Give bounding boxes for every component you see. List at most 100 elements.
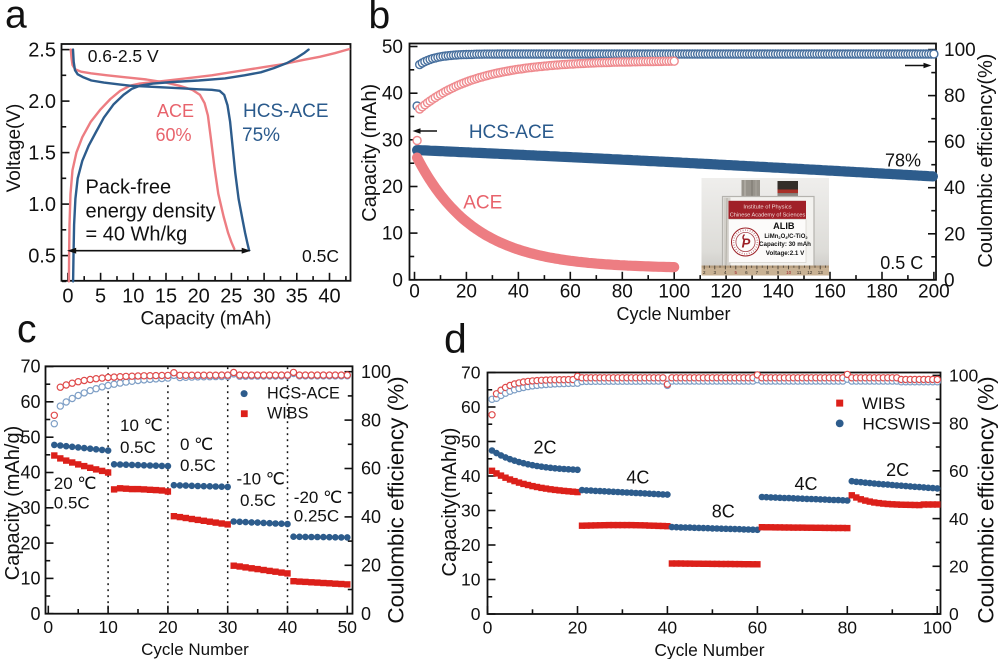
svg-text:6: 6 [745,270,748,275]
svg-text:60%: 60% [156,125,192,145]
svg-text:0.5 C: 0.5 C [880,253,923,273]
svg-text:Capacity: 30 mAh: Capacity: 30 mAh [759,241,811,248]
svg-text:180: 180 [866,282,898,303]
svg-text:12: 12 [807,270,813,275]
svg-text:20: 20 [382,177,403,198]
svg-text:10: 10 [20,569,40,589]
svg-text:8C: 8C [712,502,735,522]
svg-text:a: a [5,0,27,37]
svg-text:20: 20 [361,556,381,576]
svg-text:70: 70 [20,357,40,377]
svg-text:40: 40 [361,507,381,527]
svg-text:0: 0 [409,282,420,303]
svg-text:energy density: energy density [86,201,216,223]
svg-text:30: 30 [218,617,238,637]
svg-text:10 ℃: 10 ℃ [120,416,163,435]
svg-text:ACE: ACE [463,193,502,214]
svg-text:0: 0 [43,617,53,637]
svg-text:-20 ℃: -20 ℃ [294,488,342,507]
svg-text:Coulombic efficiency (%): Coulombic efficiency (%) [384,376,409,623]
svg-text:40: 40 [20,463,40,483]
svg-text:2: 2 [703,270,706,275]
svg-text:0.5C: 0.5C [54,494,90,513]
svg-text:80: 80 [838,618,858,638]
svg-text:100: 100 [944,40,976,61]
svg-text:40: 40 [278,617,298,637]
svg-text:80: 80 [612,282,633,303]
svg-text:ALIB: ALIB [773,221,795,231]
svg-text:50: 50 [20,427,40,447]
svg-text:50: 50 [461,432,481,452]
svg-text:20: 20 [456,282,477,303]
svg-text:10: 10 [382,224,403,245]
svg-text:0.5C: 0.5C [120,438,156,457]
svg-text:5: 5 [95,285,106,307]
svg-text:20: 20 [568,618,588,638]
svg-text:d: d [444,316,467,362]
svg-text:40: 40 [949,509,969,529]
svg-text:9: 9 [777,270,780,275]
svg-text:60: 60 [461,397,481,417]
svg-text:15: 15 [155,285,177,307]
svg-text:80: 80 [949,413,969,433]
svg-text:70: 70 [461,363,481,383]
svg-text:100: 100 [361,362,391,382]
svg-text:40: 40 [508,282,529,303]
svg-text:30: 30 [20,498,40,518]
svg-text:10: 10 [786,270,792,275]
svg-text:c: c [17,308,37,351]
svg-text:HCS-ACE: HCS-ACE [243,101,329,122]
svg-text:0.25C: 0.25C [294,507,339,526]
svg-text:160: 160 [814,282,846,303]
svg-text:80: 80 [361,410,381,430]
svg-text:25: 25 [220,285,242,307]
svg-text:0: 0 [944,270,955,291]
svg-text:2C: 2C [886,460,909,480]
svg-text:80: 80 [944,86,965,107]
svg-text:HCS-ACE: HCS-ACE [469,122,555,143]
svg-text:50: 50 [382,37,403,58]
svg-text:20: 20 [944,224,965,245]
svg-text:60: 60 [944,132,965,153]
svg-text:120: 120 [710,282,742,303]
svg-text:140: 140 [762,282,794,303]
svg-text:60: 60 [949,461,969,481]
svg-text:0: 0 [483,618,493,638]
svg-text:HCS-ACE: HCS-ACE [267,385,340,403]
svg-text:8: 8 [766,270,769,275]
svg-text:100: 100 [923,618,952,638]
svg-text:35: 35 [286,285,308,307]
svg-text:2.5: 2.5 [28,39,56,61]
svg-text:Capacity (mAh/g): Capacity (mAh/g) [2,426,24,581]
svg-text:2C: 2C [533,437,556,457]
svg-text:11: 11 [797,270,802,275]
svg-text:60: 60 [560,282,581,303]
svg-text:20: 20 [461,535,481,555]
svg-text:4C: 4C [794,474,817,494]
svg-text:LiMn2O4/C-TiO2: LiMn2O4/C-TiO2 [764,234,808,240]
svg-text:Voltage(V): Voltage(V) [4,104,25,193]
svg-text:0.5: 0.5 [28,245,56,267]
svg-text:Capacity (mAh): Capacity (mAh) [359,84,381,222]
svg-text:Voltage:2.1 V: Voltage:2.1 V [766,250,805,257]
svg-text:13: 13 [818,270,824,275]
svg-text:30: 30 [382,130,403,151]
svg-text:10: 10 [461,570,481,590]
svg-text:78%: 78% [885,150,921,170]
svg-text:0.5C: 0.5C [302,246,339,266]
svg-text:4C: 4C [626,468,649,488]
svg-text:0: 0 [361,604,371,624]
svg-text:Coulombic efficiency(%): Coulombic efficiency(%) [975,54,997,268]
svg-text:40: 40 [944,178,965,199]
svg-text:200: 200 [918,282,950,303]
svg-text:0: 0 [62,285,73,307]
svg-text:20: 20 [20,533,40,553]
svg-text:60: 60 [748,618,768,638]
svg-text:100: 100 [949,366,978,386]
svg-text:100: 100 [658,282,690,303]
svg-text:2.0: 2.0 [28,91,56,113]
svg-text:0.5C: 0.5C [240,491,276,510]
svg-text:40: 40 [318,285,340,307]
svg-text:WIBS: WIBS [862,394,905,413]
svg-text:60: 60 [20,392,40,412]
